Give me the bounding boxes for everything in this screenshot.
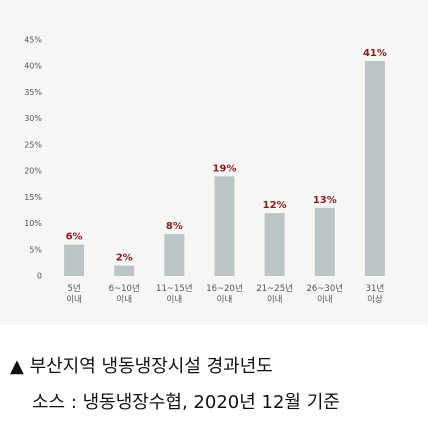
chart-title: ▲ 부산지역 냉동냉장시설 경과년도 [10, 356, 273, 377]
x-tick-label: 5년 이내 [66, 284, 82, 305]
bar [364, 60, 385, 276]
value-label: 2% [116, 253, 133, 264]
y-tick-label: 10% [24, 219, 42, 228]
bar [214, 176, 235, 276]
bar [314, 207, 335, 276]
x-tick-label: 26~30년 이내 [306, 284, 344, 305]
value-label: 6% [66, 232, 83, 243]
x-tick-label: 16~20년 이내 [206, 284, 243, 305]
value-label: 41% [363, 48, 387, 59]
chart: 0 5% 10% 15% 20% 25% 30% 35% 40% 45% 6% 2% 8% 19% 12% 1… [24, 36, 387, 281]
chart-source: 소스 : 냉동냉장수협, 2020년 12월 기준 [32, 392, 340, 413]
bar [164, 234, 185, 276]
value-label: 12% [263, 200, 287, 211]
y-tick-label: 20% [24, 167, 42, 176]
y-tick-label: 0 [37, 272, 42, 281]
value-label: 13% [313, 195, 337, 206]
y-tick-label: 5% [29, 245, 42, 254]
x-tick-label: 21~25년 이내 [256, 284, 293, 305]
y-tick-label: 40% [24, 62, 42, 71]
bar [264, 213, 285, 276]
value-label: 19% [213, 163, 237, 174]
y-tick-label: 15% [24, 193, 42, 202]
x-tick-label: 6~10년 이내 [108, 284, 140, 305]
y-tick-label: 25% [24, 140, 42, 149]
x-tick-label: 31년 이상 [365, 284, 385, 305]
value-label: 8% [166, 221, 183, 232]
bar [114, 265, 135, 276]
bar [64, 244, 85, 276]
y-tick-label: 35% [24, 88, 42, 97]
x-tick-label: 11~15년 이내 [156, 284, 193, 305]
y-tick-label: 30% [24, 114, 42, 123]
y-tick-label: 45% [24, 36, 42, 45]
